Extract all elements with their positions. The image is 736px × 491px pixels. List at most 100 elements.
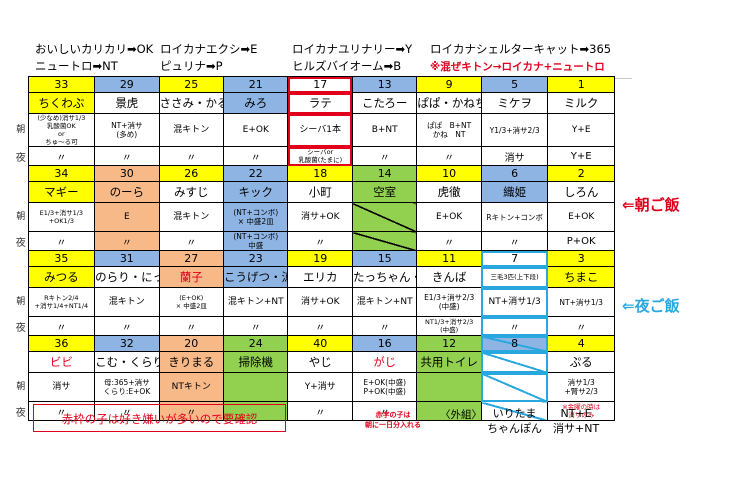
red-text-note: 赤字の子は 朝に一日分入れる bbox=[365, 411, 421, 429]
morning-food: B+NT bbox=[351, 113, 418, 147]
room-number: 1 bbox=[547, 76, 615, 93]
feeding-schedule-table: 332925211713951ちくわぶ景虎ささみ・かるびみろラテこたろーぱぱ・か… bbox=[14, 76, 615, 421]
cat-name: ぷる bbox=[547, 351, 615, 373]
room-number: 32 bbox=[94, 335, 160, 352]
row-label: 夜 bbox=[15, 152, 26, 164]
night-food: 〃 bbox=[223, 316, 289, 336]
night-food: シーバor 乳酸菌(たまに) bbox=[287, 146, 353, 166]
cat-name: みつる bbox=[27, 266, 96, 288]
room-number: 18 bbox=[287, 165, 353, 182]
cat-name: みろ bbox=[223, 92, 289, 114]
room-number: 9 bbox=[416, 76, 482, 93]
morning-food bbox=[480, 372, 549, 402]
morning-food: E+OK bbox=[547, 202, 615, 232]
room-number: 27 bbox=[158, 250, 225, 267]
morning-food: 混キトン bbox=[158, 113, 225, 147]
cat-name: のらり・にっちも bbox=[94, 266, 160, 288]
room-number-row: 36 32 20 24 40 16 12 8 4 bbox=[14, 335, 615, 352]
morning-food: (少なめ)消サ1/3 乳酸菌OK or ちゅ～る可 bbox=[27, 113, 96, 147]
morning-food: NTキトン bbox=[158, 372, 225, 402]
night-food: 〃 bbox=[351, 316, 418, 336]
cat-name-row: ビビ こむ・くらり きりまる 掃除機 やじ がじ 共用トイレ ぷる bbox=[14, 351, 615, 373]
legend-item: ロイカナエクシ➡E bbox=[160, 42, 258, 56]
night-food: 〃 bbox=[480, 316, 549, 336]
room-number: 33 bbox=[27, 76, 96, 93]
legend-note: ※混ぜキトン→ロイカナ+ニュートロ bbox=[430, 61, 605, 73]
morning-food: E1/3+消サ1/3 +OK1/3 bbox=[27, 202, 96, 232]
morning-food-row: 朝 (少なめ)消サ1/3 乳酸菌OK or ちゅ～る可 NT+消サ (多め) 混キトン… bbox=[14, 113, 615, 147]
morning-food-row: 朝 E1/3+消サ1/3 +OK1/3 E 混キトン (NT+コンボ) × 中盛2皿 消サ… bbox=[14, 202, 615, 232]
night-food: 〃 bbox=[27, 231, 96, 251]
cat-name: ミルク bbox=[547, 92, 615, 114]
room-number: 6 bbox=[480, 165, 549, 182]
cat-name: ラテ bbox=[287, 92, 353, 114]
cat-name: きりまる bbox=[158, 351, 225, 373]
cat-name: ちまこ bbox=[547, 266, 615, 288]
legend-item: ニュートロ➡NT bbox=[35, 59, 118, 73]
cat-name: ささみ・かるび bbox=[158, 92, 225, 114]
cat-name: ちくわぶ bbox=[27, 92, 96, 114]
legend-item: おいしいカリカリ➡OK bbox=[35, 42, 154, 56]
morning-food: E+OK(中盛) P+OK(中盛) bbox=[351, 372, 418, 402]
night-food-row: 夜〃〃〃〃〃〃 NT1/3+消サ2/3 (中盛) 〃〃 bbox=[14, 316, 615, 336]
morning-food: NT+消サ (多め) bbox=[94, 113, 160, 147]
morning-food: 母:365+消サ くらり:E+OK bbox=[94, 372, 160, 402]
morning-food bbox=[223, 372, 289, 402]
room-number: 10 bbox=[416, 165, 482, 182]
morning-food: Rキトン+コンボ bbox=[480, 202, 549, 232]
row-label: 夜 bbox=[15, 237, 26, 249]
cat-name: 三毛3匹(上下段) bbox=[480, 266, 549, 288]
outside-group-label: 〈外組〉 bbox=[440, 409, 482, 421]
outside-food: NT+E 消サ+NT bbox=[553, 407, 600, 435]
room-number: 5 bbox=[480, 76, 549, 93]
row-label bbox=[14, 352, 28, 373]
room-number-row: 34 30 26 22 18 14 10 6 2 bbox=[14, 165, 615, 182]
morning-food: E bbox=[94, 202, 160, 232]
morning-food: (E+OK) × 中盛2皿 bbox=[158, 287, 225, 317]
row-label bbox=[14, 251, 28, 267]
cat-name: がじ bbox=[351, 351, 418, 373]
room-number: 13 bbox=[351, 76, 418, 93]
cat-name: こむ・くらり bbox=[94, 351, 160, 373]
morning-food: Rキトン2/4 +消サ1/4+NT1/4 bbox=[27, 287, 96, 317]
morning-food: シーバ1本 bbox=[287, 113, 353, 147]
row-label: 夜 bbox=[15, 322, 26, 334]
row-label: 朝 bbox=[16, 297, 26, 307]
legend-item: ピュリナ➡P bbox=[160, 59, 223, 73]
room-number: 24 bbox=[223, 335, 289, 352]
row-label bbox=[14, 267, 28, 288]
cat-name: 蘭子 bbox=[158, 266, 225, 288]
night-food-row: 夜〃〃〃〃〃 ※金曜の時は 消サのみ bbox=[14, 401, 615, 421]
room-number: 8 bbox=[480, 335, 549, 352]
morning-food-row: 朝 Rキトン2/4 +消サ1/4+NT1/4 混キトン (E+OK) × 中盛2皿 混キ… bbox=[14, 287, 615, 317]
morning-food: 混キトン bbox=[94, 287, 160, 317]
night-food: 〃 bbox=[94, 316, 160, 336]
cat-name-row: マギー のーら みすじ キック 小町 空室 虎徹 織姫 しろん bbox=[14, 181, 615, 203]
morning-food: 消サ+OK bbox=[287, 287, 353, 317]
night-food: 〃 bbox=[27, 401, 96, 421]
legend-item: ロイカナユリナリー➡Y bbox=[292, 42, 413, 56]
morning-food: 消サ1/3 +腎サ2/3 bbox=[547, 372, 615, 402]
night-food: 〃 bbox=[158, 146, 225, 166]
morning-food: (NT+コンボ) × 中盛2皿 bbox=[223, 202, 289, 232]
cat-name: たっちゃん・こうたろう bbox=[351, 266, 418, 288]
row-label: 朝 bbox=[16, 212, 26, 222]
cat-name: こたろー bbox=[351, 92, 418, 114]
cat-name: 織姫 bbox=[480, 181, 549, 203]
cat-name: ぱぱ・かねち bbox=[416, 92, 482, 114]
morning-food bbox=[351, 202, 418, 232]
room-number: 29 bbox=[94, 76, 160, 93]
row-label bbox=[14, 77, 28, 93]
row-label bbox=[14, 93, 28, 114]
room-number: 3 bbox=[547, 250, 615, 267]
room-number: 14 bbox=[351, 165, 418, 182]
night-food: NT1/3+消サ2/3 (中盛) bbox=[416, 316, 482, 336]
room-number: 19 bbox=[287, 250, 353, 267]
room-number: 12 bbox=[416, 335, 482, 352]
row-label bbox=[14, 166, 28, 182]
cat-name: のーら bbox=[94, 181, 160, 203]
night-food-row: 夜〃〃〃 (NT+コンボ) 中盛〃〃〃 P+OK bbox=[14, 231, 615, 251]
room-number: 21 bbox=[223, 76, 289, 93]
night-food: 〃 bbox=[416, 146, 482, 166]
